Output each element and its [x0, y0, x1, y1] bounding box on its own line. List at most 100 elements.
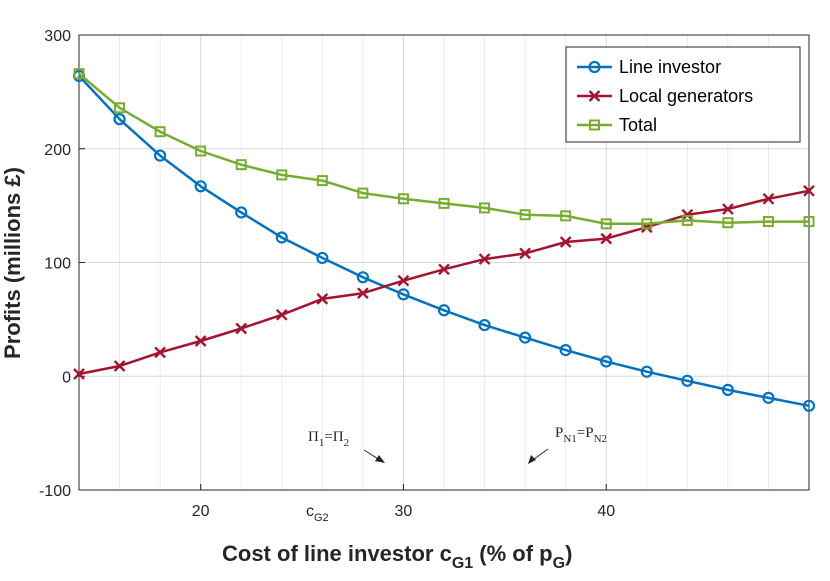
data-point-local-generators-stroke: [73, 368, 85, 380]
data-point-line-investor: [802, 399, 816, 412]
legend-item-line-investor: Line investor: [577, 57, 721, 77]
data-point-total: [114, 102, 126, 114]
data-point-local-generators: [681, 208, 694, 221]
data-point-total: [195, 145, 207, 157]
data-point-total: [316, 175, 328, 187]
data-point-local-generators-stroke: [438, 263, 450, 276]
data-point-line-investor: [356, 271, 369, 284]
data-point-local-generators-stroke: [762, 192, 775, 205]
data-point-line-investor: [113, 113, 126, 126]
data-point-local-generators-stroke: [235, 322, 248, 335]
data-point-local-generators-stroke: [154, 346, 166, 359]
data-point-local-generators: [316, 293, 329, 305]
data-point-total: [560, 210, 572, 222]
data-point-local-generators-stroke: [194, 335, 207, 347]
series-line-investor: [72, 69, 816, 412]
cg2-tick-label: cG2: [306, 503, 329, 524]
data-point-local-generators: [275, 308, 288, 321]
data-point-line-investor: [478, 318, 491, 332]
data-point-line-investor: [316, 251, 329, 265]
data-point-total: [154, 126, 166, 138]
y-tick-label: -100: [39, 483, 71, 500]
data-point-local-generators-stroke: [357, 287, 369, 300]
data-point-total: [519, 209, 531, 221]
data-point-line-investor: [275, 231, 288, 244]
data-point-total: [722, 217, 734, 229]
data-point-local-generators: [357, 287, 369, 300]
data-point-local-generators: [600, 232, 613, 245]
data-point-line-investor: [235, 206, 248, 219]
legend-item-local-generators: Local generators: [577, 86, 753, 106]
x-tick-label: 40: [597, 503, 615, 520]
x-tick-label: 30: [395, 503, 413, 520]
series-total: [73, 68, 815, 230]
annotation-arrowhead-pn: [528, 455, 536, 464]
data-point-local-generators: [113, 360, 126, 372]
data-point-total: [762, 216, 774, 228]
data-point-total: [276, 169, 288, 181]
axes: -100 0 100 200 300 20 30 40: [39, 28, 810, 520]
data-point-local-generators: [478, 253, 491, 265]
data-point-line-investor: [600, 355, 613, 368]
data-point-line-investor: [681, 374, 694, 387]
series-line-line-investor: [78, 75, 810, 408]
annotation-pi-equal: Π1=Π2: [308, 429, 349, 449]
data-point-local-generators-stroke: [275, 308, 288, 321]
data-point-local-generators: [194, 335, 207, 347]
series-local-generators: [73, 184, 815, 380]
data-point-total: [681, 214, 693, 226]
data-point-local-generators-stroke: [397, 274, 410, 287]
data-point-local-generators: [722, 203, 734, 215]
legend-swatch-marker: [588, 60, 601, 74]
data-point-local-generators: [762, 192, 775, 205]
data-point-local-generators-stroke: [478, 253, 491, 265]
data-point-total: [357, 187, 369, 199]
data-point-line-investor: [194, 180, 207, 193]
data-point-total: [397, 193, 409, 205]
data-point-line-investor: [519, 331, 532, 344]
data-point-total: [479, 202, 491, 214]
data-point-local-generators-stroke: [722, 203, 734, 215]
data-point-total: [641, 218, 653, 230]
data-point-line-investor: [640, 365, 653, 378]
data-point-line-investor: [721, 383, 734, 396]
data-point-line-investor: [397, 288, 410, 301]
data-point-local-generators: [235, 322, 248, 335]
y-tick-label: 100: [44, 256, 71, 273]
legend-label: Line investor: [619, 57, 721, 77]
x-axis-title: Cost of line investor cG1 (% of pG): [222, 541, 572, 572]
annotations: Π1=Π2 PN1=PN2 cG2: [306, 425, 607, 524]
data-point-local-generators: [154, 346, 166, 359]
data-point-local-generators-stroke: [316, 293, 329, 305]
data-point-local-generators-stroke: [600, 232, 613, 245]
legend-label: Total: [619, 115, 657, 135]
annotation-arrowhead-pi: [375, 455, 385, 463]
legend-swatch-marker-stroke: [588, 90, 601, 102]
data-point-line-investor: [762, 391, 775, 404]
data-point-total: [600, 218, 612, 230]
data-point-local-generators: [397, 274, 410, 287]
series-layer: [72, 68, 816, 412]
data-point-local-generators-stroke: [803, 184, 815, 197]
data-point-local-generators-stroke: [113, 360, 126, 372]
data-point-local-generators: [519, 247, 531, 260]
legend: Line investor Local generators Total: [565, 46, 801, 143]
data-point-local-generators: [438, 263, 450, 276]
data-point-local-generators-stroke: [681, 208, 694, 221]
data-point-total: [803, 216, 815, 228]
y-tick-label: 300: [44, 28, 71, 45]
data-point-line-investor: [154, 149, 167, 162]
y-tick-label: 0: [62, 369, 71, 386]
data-point-local-generators-stroke: [559, 236, 572, 248]
data-point-total: [235, 159, 247, 171]
annotation-pn-equal: PN1=PN2: [555, 425, 607, 445]
legend-swatch-marker: [589, 119, 600, 131]
data-point-local-generators: [73, 368, 85, 380]
data-point-local-generators: [803, 184, 815, 197]
legend-swatch-marker: [588, 90, 601, 102]
data-point-total: [438, 197, 450, 209]
data-point-total: [73, 68, 85, 80]
data-point-line-investor: [437, 304, 451, 317]
legend-item-total: Total: [577, 115, 657, 135]
